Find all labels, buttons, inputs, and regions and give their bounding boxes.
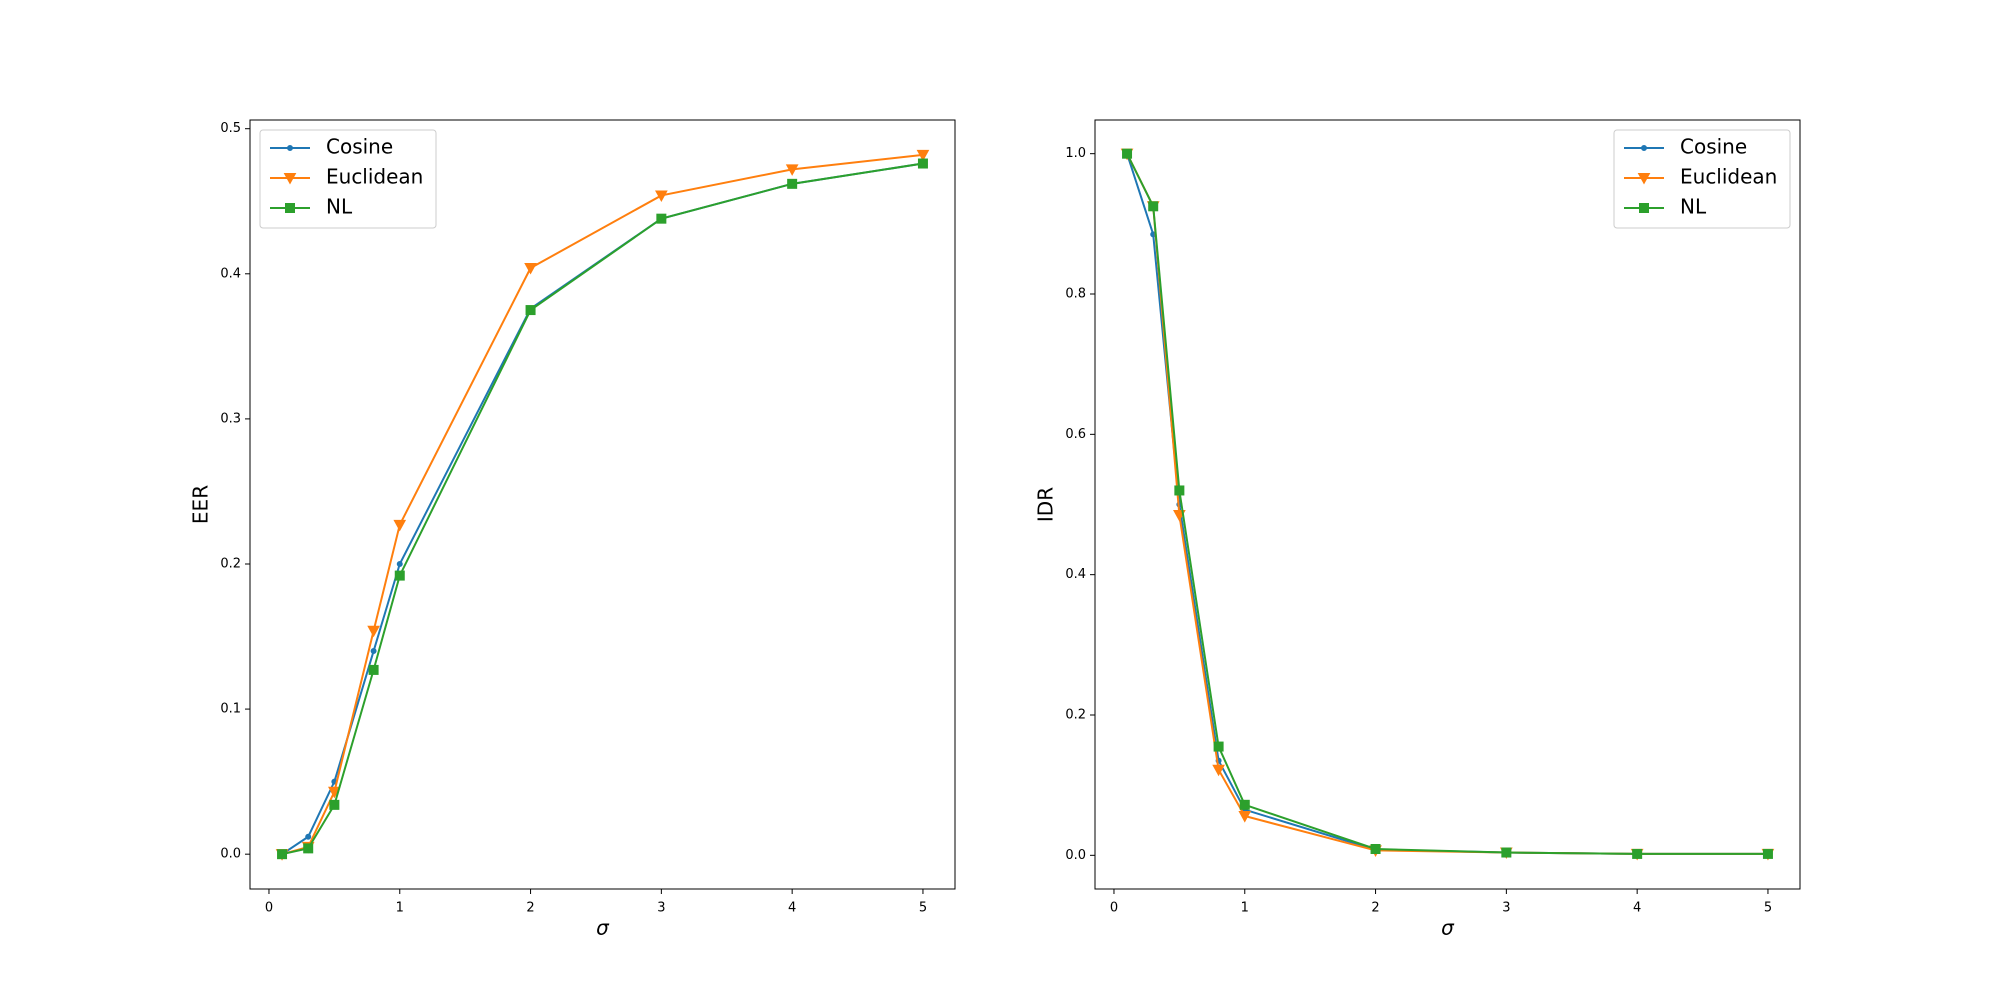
series-line: [281, 162, 924, 856]
series: [1120, 148, 1775, 861]
y-axis-label: IDR: [1034, 487, 1058, 522]
legend-marker: [1639, 203, 1649, 213]
y-tick-label: 0.3: [220, 411, 241, 426]
triangle-marker: [916, 149, 930, 162]
point-marker: [305, 833, 312, 840]
x-axis-label: σ: [596, 916, 610, 940]
y-axis-label: EER: [189, 485, 213, 524]
square-marker: [1762, 848, 1773, 859]
y-tick-label: 0.1: [220, 702, 241, 717]
legend-marker: [1641, 145, 1647, 151]
x-tick-label: 3: [657, 901, 665, 916]
square-marker: [1501, 847, 1512, 858]
series: [279, 160, 926, 858]
triangle-marker: [1238, 811, 1252, 823]
legend-label: NL: [1680, 195, 1707, 219]
x-tick-label: 2: [526, 901, 534, 916]
point-marker: [396, 560, 403, 567]
square-marker: [656, 213, 667, 224]
triangle-marker: [1212, 764, 1225, 777]
y-tick-label: 0.4: [220, 266, 241, 281]
square-marker: [1239, 799, 1250, 810]
x-tick-label: 3: [1502, 901, 1510, 916]
plot-frame: [1094, 119, 1801, 890]
y-tick-label: 0.5: [220, 121, 241, 136]
triangle-marker: [655, 190, 668, 202]
square-marker: [368, 664, 379, 675]
legend-label: Cosine: [326, 135, 393, 159]
square-marker: [329, 799, 340, 810]
series: [275, 149, 930, 861]
triangle-marker: [367, 625, 380, 638]
x-tick-label: 1: [1241, 901, 1249, 916]
square-marker: [303, 843, 314, 854]
square-marker: [787, 178, 798, 189]
square-marker: [917, 158, 928, 169]
series-line: [281, 162, 924, 856]
series: [1122, 148, 1773, 859]
x-tick-label: 2: [1371, 901, 1379, 916]
legend-marker: [1637, 173, 1651, 185]
legend-label: NL: [326, 195, 353, 219]
y-tick-label: 0.0: [220, 847, 241, 862]
legend: Cosine Euclidean NL: [259, 129, 437, 229]
legend-marker: [285, 203, 295, 213]
y-tick-label: 0.6: [1065, 427, 1086, 442]
triangle-marker: [393, 519, 407, 532]
plot-frame: [249, 119, 956, 890]
x-tick-label: 0: [265, 901, 273, 916]
y-tick-label: 0.0: [1065, 848, 1086, 863]
square-marker: [1122, 148, 1133, 159]
legend-frame: [1613, 129, 1791, 229]
square-marker: [277, 849, 288, 860]
point-marker: [370, 648, 377, 655]
legend-label: Cosine: [1680, 135, 1747, 159]
legend-label: Euclidean: [326, 165, 423, 189]
square-marker: [1148, 201, 1159, 212]
square-marker: [1213, 741, 1224, 752]
square-marker: [1370, 844, 1381, 855]
series: [277, 158, 928, 860]
triangle-marker: [785, 164, 799, 176]
x-axis-label: σ: [1441, 916, 1455, 940]
x-tick-label: 0: [1110, 901, 1118, 916]
triangle-marker: [524, 262, 537, 275]
x-tick-label: 1: [396, 901, 404, 916]
y-tick-label: 0.2: [220, 556, 241, 571]
x-tick-label: 5: [919, 901, 927, 916]
square-marker: [1174, 485, 1185, 496]
square-marker: [394, 570, 405, 581]
legend: Cosine Euclidean NL: [1613, 129, 1791, 229]
x-tick-label: 5: [1764, 901, 1772, 916]
legend-marker: [283, 173, 297, 185]
legend-marker: [287, 145, 293, 151]
legend-label: Euclidean: [1680, 165, 1777, 189]
legend-frame: [259, 129, 437, 229]
y-tick-label: 0.8: [1065, 287, 1086, 302]
y-tick-label: 0.2: [1065, 707, 1086, 722]
x-tick-label: 4: [1633, 901, 1641, 916]
square-marker: [525, 305, 536, 316]
y-tick-label: 0.4: [1065, 567, 1086, 582]
x-tick-label: 4: [788, 901, 796, 916]
square-marker: [1632, 848, 1643, 859]
y-tick-label: 1.0: [1065, 146, 1086, 161]
